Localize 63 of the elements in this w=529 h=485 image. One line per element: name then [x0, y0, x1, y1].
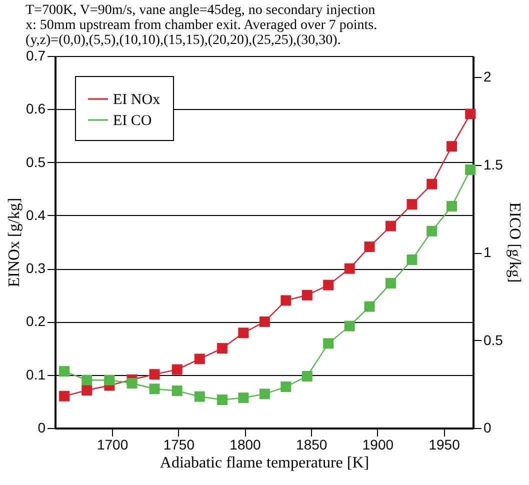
point — [364, 242, 375, 252]
y-tick-label: 0.2 — [26, 313, 46, 330]
point — [465, 164, 476, 175]
point — [280, 382, 292, 392]
y-tick-label: 0.4 — [26, 206, 46, 223]
point — [82, 374, 92, 386]
point — [172, 386, 182, 396]
x-tick-label: 1950 — [428, 436, 460, 452]
y2-axis-title: EICO [g/kg] — [506, 202, 523, 283]
point — [323, 338, 334, 349]
point — [426, 226, 438, 236]
point — [59, 366, 70, 377]
point — [302, 290, 312, 300]
y2-tick-label: 1 — [484, 244, 492, 260]
point — [149, 384, 160, 394]
point — [364, 301, 375, 312]
legend-label: EI CO — [113, 113, 152, 129]
y-tick-label: 0.6 — [26, 100, 46, 117]
point — [172, 364, 182, 375]
chart-title: T=700K, V=90m/s, vane angle=45deg, no secondary injection x: 50mm upstream from chamber exit. Averaged over 7 points. (y,z)=(0,0),(5,5),(10,10),(15,15),(20,20),(25,25),(30,30). — [26, 3, 378, 48]
y2-tick-label: 1.5 — [484, 156, 504, 172]
point — [216, 394, 228, 405]
point — [216, 343, 228, 354]
point — [82, 385, 92, 396]
point — [302, 370, 312, 382]
y-tick-label: 0.5 — [26, 154, 46, 170]
point — [446, 200, 458, 212]
point — [259, 316, 270, 327]
y-tick-label: 0 — [38, 420, 46, 436]
point — [126, 378, 138, 388]
point — [238, 392, 249, 404]
point — [385, 278, 396, 288]
point — [194, 354, 205, 364]
point — [194, 391, 205, 402]
point — [323, 280, 334, 290]
y2-tick-label: 0 — [484, 420, 492, 436]
x-tick-label: 1900 — [362, 436, 394, 452]
point — [344, 320, 355, 332]
y-tick-label: 0.7 — [26, 48, 46, 64]
point — [104, 374, 115, 386]
point — [406, 254, 418, 265]
legend-label: EI NOx — [113, 92, 161, 108]
y2-tick-label: 0.5 — [484, 332, 504, 348]
point — [344, 263, 355, 274]
point — [465, 108, 476, 120]
x-tick-label: 1800 — [230, 436, 262, 452]
x-tick-label: 1850 — [296, 436, 328, 452]
point — [385, 220, 396, 232]
point — [238, 328, 249, 338]
point — [426, 178, 438, 190]
point — [149, 369, 160, 380]
point — [406, 199, 418, 210]
x-axis-title: Adiabatic flame temperature [K] — [160, 454, 370, 472]
x-tick-label: 1750 — [163, 436, 195, 452]
y-axis-title: EINOx [g/kg] — [6, 198, 24, 288]
point — [259, 388, 270, 400]
y-tick-label: 0.3 — [26, 260, 46, 276]
point — [59, 390, 70, 402]
point — [280, 295, 292, 306]
y-tick-label: 0.1 — [26, 366, 46, 382]
point — [446, 141, 458, 152]
x-tick-label: 1700 — [96, 436, 128, 452]
y2-tick-label: 2 — [484, 68, 492, 85]
